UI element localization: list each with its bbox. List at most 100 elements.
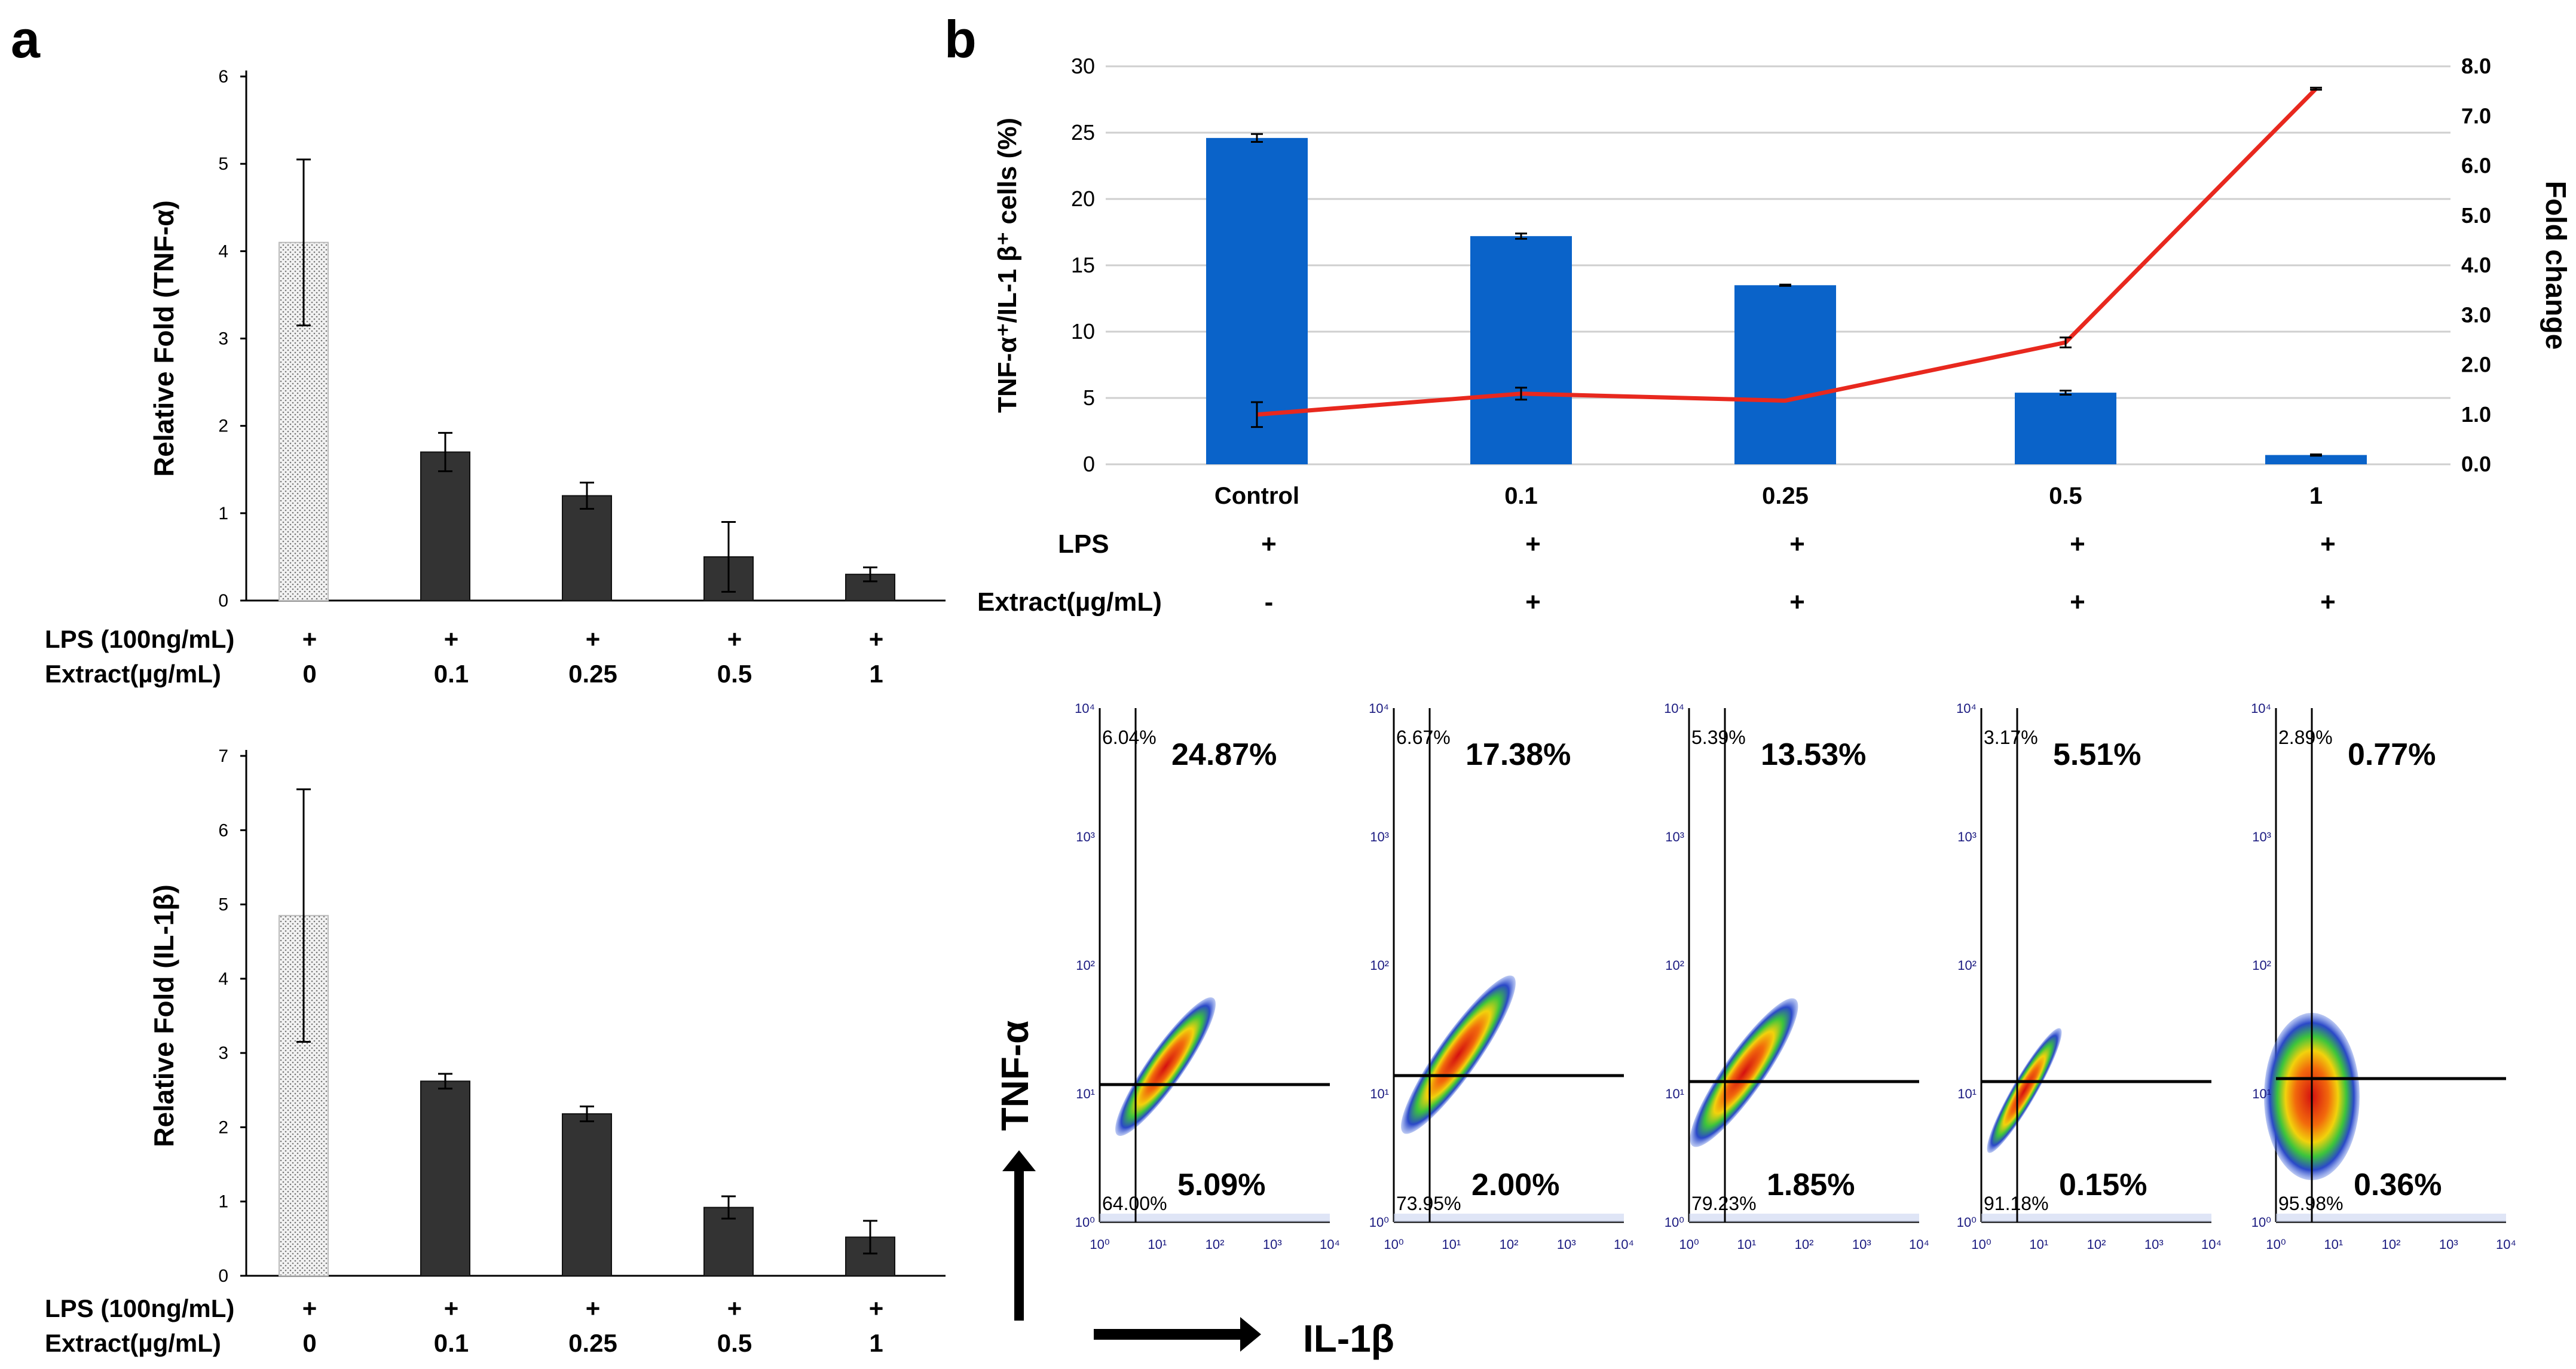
chart-b-combo: 0 5 10 15 20 25 30 0.0 1.0 2.0 3.0 4.0 5.0 6.0 7.0 8.0 C… <box>977 54 2571 617</box>
extract-row-value: 0.1 <box>434 1329 469 1357</box>
flow-plot: 10⁰ 10⁰ 10¹ 10¹ 10² 10² 10³ 10³ 10⁴ 10⁴ 5.39% 13.53… <box>1664 701 1929 1252</box>
extract-row-value: 0.1 <box>434 660 469 688</box>
y-axis-title: TNF-α⁺/IL-1 β⁺ cells (%) <box>993 118 1022 413</box>
y-tick-label: 6 <box>218 67 228 87</box>
x-arrow-shaft <box>1094 1329 1240 1340</box>
y2-tick-label: 2.0 <box>2461 353 2491 377</box>
y-tick-label: 25 <box>1071 120 1095 145</box>
flow-y-tick: 10² <box>1957 958 1977 973</box>
y-tick-label: 10 <box>1071 319 1095 344</box>
extract-row-value: + <box>1525 587 1541 617</box>
chart-a-tnf: 0 1 2 3 4 5 6 +0 +0.1 +0.25 +0.5 +1 Relative Fold (T… <box>45 67 946 688</box>
flow-plot: 10⁰ 10⁰ 10¹ 10¹ 10² 10² 10³ 10³ 10⁴ 10⁴ 2.89% 0.77%… <box>2251 701 2516 1252</box>
chart-a-il1b: 0 1 2 3 4 5 6 7 +0 +0.1 +0.25 +0.5 +1 Relative Fold (… <box>45 746 946 1357</box>
flow-x-tick: 10³ <box>1852 1237 1871 1252</box>
flow-lower-left-pct: 73.95% <box>1396 1193 1461 1214</box>
flow-x-tick: 10⁴ <box>1909 1237 1929 1252</box>
flow-density-blob <box>1401 975 1516 1134</box>
flow-upper-left-pct: 3.17% <box>1984 727 2038 748</box>
y2-tick-label: 8.0 <box>2461 54 2491 78</box>
flow-density-blob <box>1115 997 1216 1136</box>
flow-x-tick: 10⁰ <box>1971 1237 1991 1252</box>
y-tick-label: 5 <box>218 154 228 174</box>
flow-x-tick: 10³ <box>1263 1237 1282 1252</box>
flow-lower-left-pct: 95.98% <box>2278 1193 2344 1214</box>
y-tick-label: 4 <box>218 241 228 261</box>
bar <box>2015 393 2116 464</box>
lps-row-value: + <box>869 625 884 653</box>
flow-plot: 10⁰ 10⁰ 10¹ 10¹ 10² 10² 10³ 10³ 10⁴ 10⁴ 6.04% 24.87… <box>1075 701 1340 1252</box>
flow-y-tick: 10¹ <box>1665 1086 1684 1101</box>
x-tick-label: Control <box>1214 483 1299 509</box>
y-axis-title: Relative Fold (TNF-α) <box>148 200 179 477</box>
lps-row-value: + <box>869 1294 884 1322</box>
flow-upper-right-pct: 0.77% <box>2348 737 2436 772</box>
flow-plot: 10⁰ 10⁰ 10¹ 10¹ 10² 10² 10³ 10³ 10⁴ 10⁴ 3.17% 5.51%… <box>1956 701 2222 1252</box>
y2-tick-label: 3.0 <box>2461 302 2491 327</box>
y2-tick-label: 4.0 <box>2461 253 2491 277</box>
flow-axis-density <box>2276 1214 2506 1222</box>
bar <box>1734 285 1836 464</box>
flow-y-tick: 10⁰ <box>2251 1215 2271 1230</box>
flow-x-tick: 10² <box>1500 1237 1519 1252</box>
flow-upper-left-pct: 6.67% <box>1396 727 1451 748</box>
lps-row-label: LPS (100ng/mL) <box>45 1294 234 1322</box>
y-tick-label: 0 <box>218 1266 228 1286</box>
flow-x-tick: 10¹ <box>2324 1237 2343 1252</box>
flow-y-tick: 10¹ <box>1076 1086 1095 1101</box>
x-tick-label: 0.5 <box>2049 483 2082 509</box>
flow-x-tick: 10³ <box>1557 1237 1576 1252</box>
flow-x-tick: 10¹ <box>2029 1237 2048 1252</box>
flow-lower-left-pct: 64.00% <box>1102 1193 1167 1214</box>
lps-row-value: + <box>586 625 601 653</box>
flow-x-tick: 10² <box>1795 1237 1814 1252</box>
flow-lower-right-pct: 1.85% <box>1767 1168 1855 1202</box>
flow-lower-left-pct: 91.18% <box>1984 1193 2049 1214</box>
lps-row-value: + <box>727 625 742 653</box>
y-tick-label: 6 <box>218 820 228 840</box>
extract-row-value: + <box>2070 587 2085 617</box>
y-tick-label: 20 <box>1071 186 1095 211</box>
y-tick-label: 5 <box>218 895 228 915</box>
lps-row-value: + <box>302 625 317 653</box>
flow-x-tick: 10² <box>2087 1237 2106 1252</box>
extract-row-value: 0.25 <box>568 1329 617 1357</box>
flow-x-tick: 10¹ <box>1737 1237 1756 1252</box>
flow-axis-density <box>1689 1214 1919 1222</box>
flow-lower-right-pct: 2.00% <box>1471 1168 1559 1202</box>
flow-y-tick: 10³ <box>2252 829 2271 844</box>
flow-y-tick: 10⁰ <box>1665 1215 1684 1230</box>
x-arrow-head <box>1240 1317 1261 1352</box>
y2-axis-title: Fold change <box>2540 181 2571 350</box>
flow-y-tick: 10² <box>1076 958 1095 973</box>
flow-x-tick: 10⁰ <box>2266 1237 2286 1252</box>
flow-density-blob <box>1690 998 1798 1147</box>
y-tick-label: 15 <box>1071 253 1095 277</box>
flow-x-tick: 10¹ <box>1442 1237 1461 1252</box>
flow-y-tick: 10¹ <box>1370 1086 1389 1101</box>
y2-tick-label: 7.0 <box>2461 103 2491 128</box>
flow-y-tick: 10⁴ <box>1664 701 1684 716</box>
lps-row-value: + <box>444 1294 459 1322</box>
extract-row-value: + <box>1789 587 1805 617</box>
flow-y-tick: 10⁰ <box>1369 1215 1389 1230</box>
flow-axis-density <box>1981 1214 2211 1222</box>
flow-y-tick: 10² <box>1665 958 1684 973</box>
lps-row-value: + <box>1789 529 1805 559</box>
extract-row-value: + <box>2320 587 2336 617</box>
fold-change-line <box>1256 87 2318 417</box>
extract-row-value: - <box>1265 587 1274 617</box>
flow-y-tick: 10² <box>2252 958 2271 973</box>
y-tick-label: 1 <box>218 504 228 523</box>
extract-row-label: Extract(µg/mL) <box>977 587 1162 617</box>
bar <box>420 451 470 601</box>
lps-row-value: + <box>727 1294 742 1322</box>
flow-x-tick: 10² <box>1206 1237 1225 1252</box>
flow-x-tick: 10⁴ <box>2201 1237 2222 1252</box>
y-tick-label: 7 <box>218 746 228 766</box>
flow-upper-left-pct: 5.39% <box>1691 727 1746 748</box>
flow-y-tick: 10³ <box>1665 829 1684 844</box>
x-tick-label: 1 <box>2309 483 2323 509</box>
bar <box>562 495 612 601</box>
